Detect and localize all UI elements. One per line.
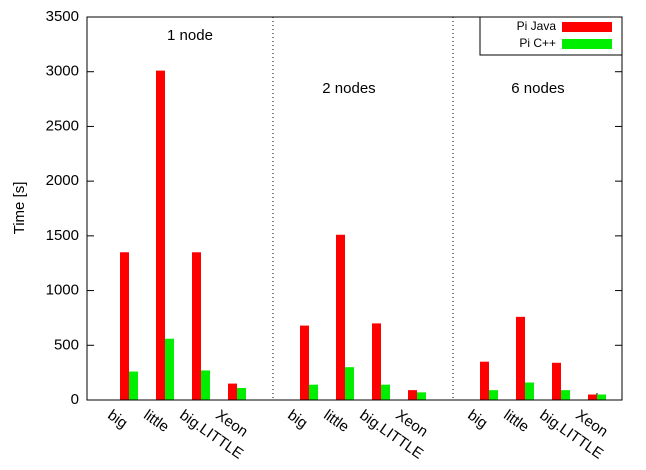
legend-swatch xyxy=(562,22,612,32)
bar xyxy=(336,234,345,400)
bar xyxy=(381,384,390,400)
bar xyxy=(372,323,381,400)
bar xyxy=(309,384,318,400)
bar xyxy=(480,361,489,400)
y-tick-label: 1500 xyxy=(46,227,79,244)
legend-label: Pi C++ xyxy=(519,36,556,50)
y-tick-label: 500 xyxy=(54,336,79,353)
bar xyxy=(588,394,597,400)
bar xyxy=(525,382,534,400)
bar xyxy=(129,371,138,400)
y-tick-label: 3000 xyxy=(46,63,79,80)
legend: Pi Java Pi C++ xyxy=(479,16,623,56)
bar xyxy=(165,338,174,400)
bar xyxy=(228,383,237,400)
bar xyxy=(120,252,129,400)
legend-swatch xyxy=(562,39,612,49)
y-axis-label: Time [s] xyxy=(11,182,28,235)
x-tick-label: little xyxy=(500,407,532,436)
y-tick-label: 1000 xyxy=(46,282,79,299)
bar xyxy=(345,367,354,400)
bar xyxy=(597,394,606,400)
x-tick-label: big xyxy=(464,407,490,432)
bar xyxy=(516,316,525,400)
x-tick-label: big xyxy=(104,407,130,432)
bar xyxy=(552,362,561,400)
bar xyxy=(561,390,570,400)
y-tick-label: 2000 xyxy=(46,172,79,189)
y-tick-label: 2500 xyxy=(46,117,79,134)
x-tick-label: big xyxy=(284,407,310,432)
bar xyxy=(408,390,417,400)
plot-border xyxy=(86,16,623,401)
bar xyxy=(192,252,201,400)
bar xyxy=(237,387,246,400)
y-tick-label: 0 xyxy=(71,391,79,408)
annotation: 1 node xyxy=(167,27,213,44)
bar xyxy=(300,325,309,400)
bar xyxy=(489,390,498,400)
x-tick-label: little xyxy=(320,407,352,436)
annotation: 2 nodes xyxy=(322,80,375,97)
annotation: 6 nodes xyxy=(511,80,564,97)
x-tick-label: little xyxy=(140,407,172,436)
bar xyxy=(156,70,165,401)
bar xyxy=(417,392,426,400)
y-tick-label: 3500 xyxy=(46,8,79,25)
bar xyxy=(201,370,210,400)
legend-label: Pi Java xyxy=(517,19,557,33)
